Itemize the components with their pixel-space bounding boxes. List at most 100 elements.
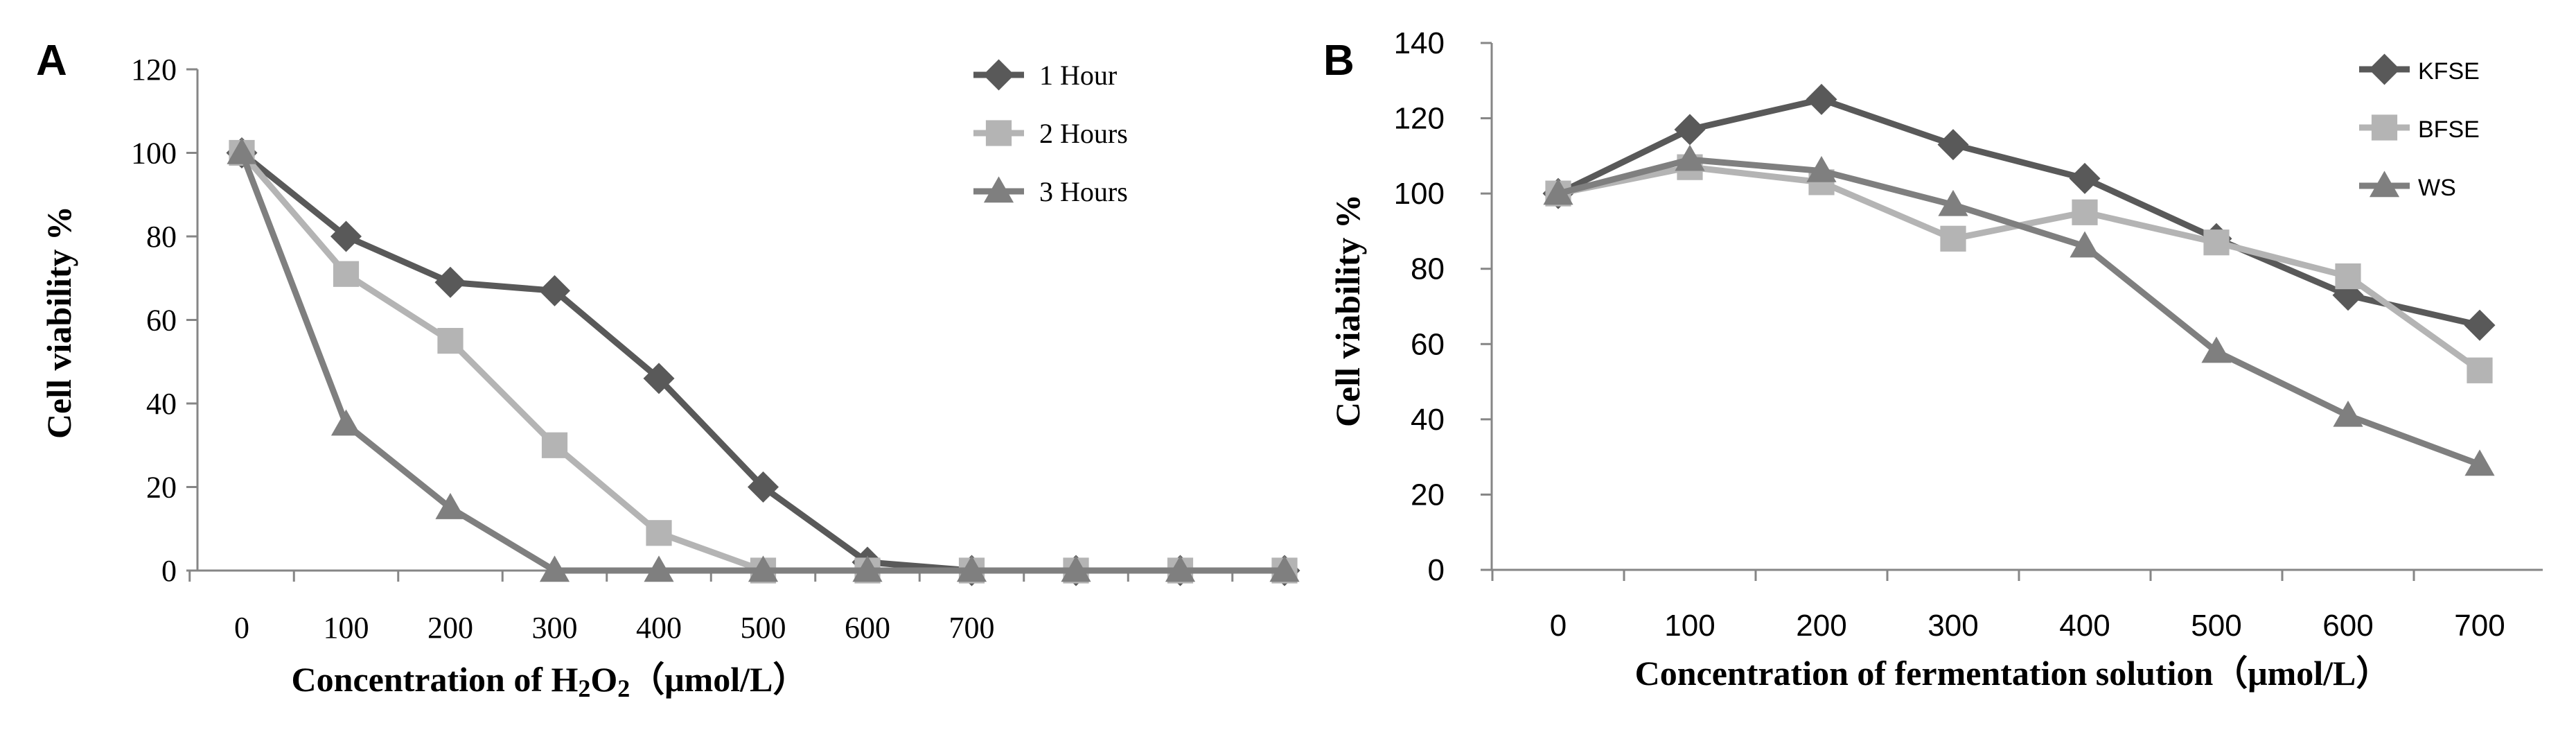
panel-b-y-tick-label: 40 <box>1411 403 1445 437</box>
panel-b-x-axis-label: Concentration of fermentation solution（μ… <box>1635 654 2391 693</box>
data-point-marker <box>1937 129 1969 161</box>
panel-b-x-tick-label: 400 <box>2059 609 2110 643</box>
legend-item: KFSE <box>2359 53 2480 85</box>
legend-marker <box>2371 114 2398 141</box>
data-point-marker <box>1543 178 1573 205</box>
panel-a-series-1-hour <box>226 137 1300 586</box>
data-point-marker <box>539 275 570 306</box>
panel-b-x-tick-label: 700 <box>2454 609 2505 643</box>
panel-b-y-tick-label: 100 <box>1394 177 1445 211</box>
data-point-marker <box>2069 162 2101 194</box>
data-point-marker <box>1061 555 1091 582</box>
panel-a-x-tick-label: 700 <box>949 611 995 645</box>
panel-b-series <box>1542 83 2496 476</box>
series-line <box>240 150 1285 574</box>
data-point-marker <box>1806 83 1837 115</box>
panel-a-axes: 0 20 40 60 80 100 120 0 100 200 300 400 500 600 700 <box>131 53 1234 645</box>
legend-label: BFSE <box>2418 116 2480 143</box>
panel-b-y-tick-label: 140 <box>1394 26 1445 60</box>
legend-label: 2 Hours <box>1039 118 1128 149</box>
xlabel-part-sub: 2 <box>578 675 590 702</box>
data-point-marker <box>748 471 779 503</box>
data-point-marker <box>330 409 362 436</box>
legend-marker <box>2369 53 2400 85</box>
panel-a-x-tick-label: 500 <box>741 611 786 645</box>
data-point-marker <box>644 555 674 582</box>
data-point-marker <box>956 555 987 582</box>
data-point-marker <box>437 328 464 354</box>
panel-b-series-bfse <box>1545 154 2493 383</box>
panel-a-x-tick-label: 200 <box>427 611 473 645</box>
panel-b-series-kfse <box>1542 83 2496 341</box>
panel-b-y-tick-label: 120 <box>1394 102 1445 136</box>
data-point-marker <box>643 363 675 394</box>
panel-a-y-tick-label: 100 <box>131 137 177 171</box>
panel-a-x-tick-label: 0 <box>234 611 249 645</box>
panel-b-series-ws <box>1543 144 2495 476</box>
panel-a-series <box>226 137 1300 586</box>
data-point-marker <box>434 266 466 298</box>
legend-item: 1 Hour <box>973 59 1117 91</box>
panel-b-x-tick-label: 0 <box>1550 609 1567 643</box>
panel-a-series-3-hours <box>227 137 1300 582</box>
panel-a-x-axis-label: Concentration of H2O2（μmol/L） <box>292 660 808 702</box>
series-line <box>239 150 1285 574</box>
panel-b-x-tick-label: 600 <box>2322 609 2373 643</box>
panel-b-y-tick-label: 60 <box>1411 327 1445 361</box>
data-point-marker <box>1675 144 1705 171</box>
data-point-marker <box>2464 449 2495 476</box>
panel-b-axes: 0 20 40 60 80 100 120 140 0 100 200 300 400 500 600 700 <box>1394 26 2543 643</box>
series-line <box>1557 156 2481 468</box>
data-point-marker <box>1269 555 1300 582</box>
data-point-marker <box>1940 225 1966 252</box>
data-point-marker <box>1938 189 1968 216</box>
xlabel-part-text: Concentration of H <box>292 660 579 699</box>
legend-label: 3 Hours <box>1039 176 1128 207</box>
panel-a-y-tick-label: 20 <box>146 471 177 505</box>
data-point-marker <box>852 555 883 582</box>
data-point-marker <box>330 220 362 252</box>
panel-b-y-tick-label: 0 <box>1428 553 1445 587</box>
panel-a-y-tick-label: 120 <box>131 53 177 87</box>
data-point-marker <box>1674 114 1706 146</box>
legend-item: 3 Hours <box>973 176 1128 207</box>
data-point-marker <box>2467 357 2493 383</box>
legend-item: BFSE <box>2359 114 2480 143</box>
legend-item: WS <box>2359 171 2456 201</box>
legend-marker <box>983 176 1014 203</box>
panel-a-legend: 1 Hour 2 Hours 3 Hours <box>973 59 1128 207</box>
legend-marker <box>2369 171 2400 198</box>
panel-a-letter: A <box>36 37 67 85</box>
panel-b-x-tick-label: 100 <box>1664 609 1715 643</box>
panel-a-y-tick-label: 60 <box>146 304 177 338</box>
panel-a-x-tick-label: 100 <box>324 611 369 645</box>
panel-a-y-tick-label: 40 <box>146 387 177 421</box>
data-point-marker <box>2072 199 2098 225</box>
series-line <box>1557 96 2481 329</box>
panel-a-y-tick-label: 80 <box>146 220 177 254</box>
panel-a-series-2-hours <box>229 139 1298 584</box>
data-point-marker <box>2203 229 2230 256</box>
panel-b-y-axis-label: Cell viability % <box>1328 194 1367 427</box>
xlabel-part-unit: （μmol/L） <box>630 660 807 699</box>
data-point-marker <box>1165 555 1196 582</box>
data-point-marker <box>2201 336 2232 363</box>
legend-item: 2 Hours <box>973 118 1128 149</box>
data-point-marker <box>435 493 466 519</box>
legend-marker <box>983 59 1014 91</box>
panel-a-x-tick-label: 300 <box>532 611 578 645</box>
data-point-marker <box>748 555 779 582</box>
panel-b-y-tick-label: 20 <box>1411 478 1445 512</box>
legend-label: KFSE <box>2418 58 2480 85</box>
panel-b-x-tick-label: 500 <box>2191 609 2241 643</box>
panel-b-legend: KFSE BFSE WS <box>2359 53 2480 201</box>
legend-marker <box>985 120 1012 146</box>
data-point-marker <box>646 520 672 546</box>
legend-label: WS <box>2418 175 2456 201</box>
legend-label: 1 Hour <box>1039 60 1117 91</box>
panel-a-y-tick-label: 0 <box>161 554 177 588</box>
data-point-marker <box>2333 400 2363 427</box>
